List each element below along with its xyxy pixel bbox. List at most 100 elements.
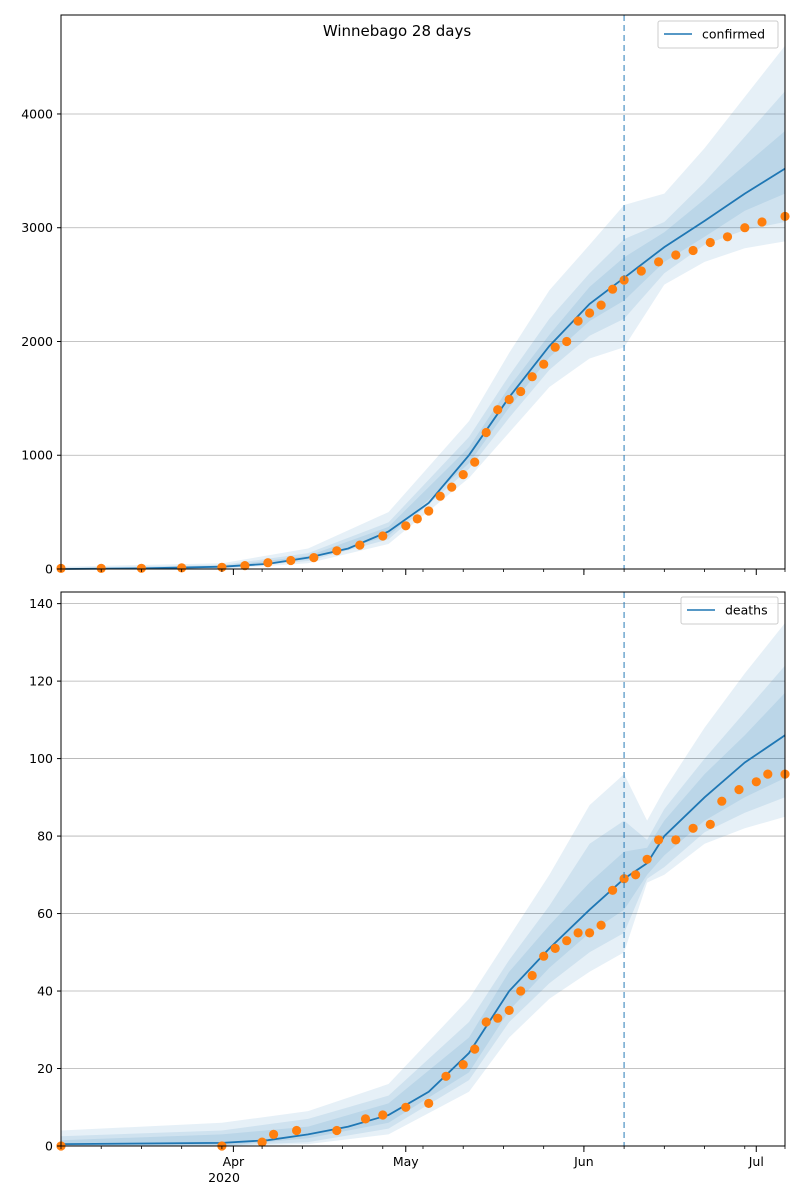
y-tick-label: 120 (29, 674, 53, 689)
observed-point (585, 308, 595, 318)
observed-point (481, 1017, 491, 1027)
observed-point (705, 237, 715, 248)
observed-point (734, 785, 744, 795)
observed-point (458, 470, 468, 480)
observed-point (292, 1125, 302, 1136)
panel-deaths: 0 20 40 60 80 100 120 140 deaths Apr May Jun Jul 2… (29, 591, 790, 1185)
legend-frame (680, 596, 779, 625)
observed-point (688, 245, 698, 256)
legend-frame (657, 20, 779, 49)
y-tick-label: 4000 (21, 106, 53, 121)
observed-point (654, 257, 664, 267)
observed-point (355, 540, 365, 550)
legend: deaths (680, 596, 779, 625)
observed-point (309, 553, 319, 563)
observed-point (177, 563, 187, 573)
observed-point (332, 1125, 342, 1136)
confidence-bands (61, 623, 785, 1146)
observed-point (470, 1044, 480, 1054)
x-year-label: 2020 (208, 1170, 240, 1185)
observed-point (401, 521, 411, 531)
observed-point (441, 1071, 451, 1081)
observed-point (688, 823, 698, 833)
observed-point (573, 316, 583, 326)
observed-point (424, 1098, 434, 1108)
observed-point (332, 546, 342, 556)
observed-point (516, 386, 526, 397)
observed-point (458, 1060, 468, 1070)
observed-point (424, 506, 434, 516)
observed-point (493, 1013, 503, 1023)
y-tick-label: 20 (37, 1061, 53, 1076)
observed-point (527, 372, 537, 382)
observed-point (360, 1114, 371, 1124)
band-outer (61, 623, 785, 1146)
observed-point (493, 405, 503, 415)
observed-point (263, 558, 273, 568)
observed-point (596, 300, 606, 310)
observed-point (269, 1129, 279, 1139)
observed-point (240, 561, 250, 571)
observed-point (631, 870, 641, 880)
observed-point (642, 854, 652, 864)
axes: 0 1000 2000 3000 4000 (21, 14, 786, 577)
observed-point (763, 769, 773, 779)
axes: 0 20 40 60 80 100 120 140 (29, 591, 786, 1154)
observed-point (527, 970, 537, 981)
x-tick-label: Apr (223, 1154, 245, 1169)
observed-point (286, 555, 296, 566)
observed-point (757, 217, 767, 227)
observed-point (740, 223, 750, 233)
observed-point (596, 920, 606, 930)
y-tick-label: 80 (37, 829, 53, 844)
model-line (60, 167, 786, 570)
observed-point (481, 427, 491, 438)
observed-point (378, 531, 388, 541)
observed-point (562, 936, 572, 946)
observed-point (671, 250, 681, 260)
observed-point (751, 777, 761, 787)
observed-point (412, 514, 422, 524)
observed-point (722, 232, 733, 242)
y-tick-label: 140 (29, 596, 53, 611)
panel-confirmed: 0 1000 2000 3000 4000 Winnebago 28 days conf… (21, 14, 790, 577)
confidence-bands (61, 45, 785, 569)
observed-point (619, 874, 629, 884)
observed-point (671, 835, 681, 845)
legend-label-confirmed: confirmed (702, 27, 765, 42)
observed-point (654, 835, 664, 845)
observed-point (573, 928, 583, 938)
y-tick-label: 40 (37, 984, 53, 999)
observed-point (470, 457, 480, 467)
observed-point (608, 885, 618, 895)
y-tick-label: 3000 (21, 220, 53, 235)
observed-point (435, 491, 445, 501)
figure-title: Winnebago 28 days (323, 22, 472, 40)
y-tick-label: 60 (37, 906, 53, 921)
series-line-deaths (60, 734, 786, 1145)
x-tick-label: May (393, 1154, 419, 1169)
observed-point (378, 1110, 388, 1120)
series-line-confirmed (60, 167, 786, 570)
observed-points (56, 769, 790, 1151)
observed-point (636, 266, 646, 276)
band-outer (61, 45, 785, 569)
y-tick-label: 0 (45, 1139, 53, 1154)
observed-point (217, 562, 227, 572)
model-line (60, 734, 786, 1145)
x-tick-label: Jun (573, 1154, 594, 1169)
y-tick-label: 0 (45, 562, 53, 577)
observed-point (539, 951, 549, 961)
y-grid-lines (61, 113, 785, 456)
y-tick-label: 2000 (21, 334, 53, 349)
legend: confirmed (657, 20, 779, 49)
observed-point (717, 796, 727, 806)
y-tick-label: 100 (29, 751, 53, 766)
observed-point (504, 394, 514, 405)
observed-point (516, 986, 526, 996)
observed-point (401, 1102, 411, 1112)
x-tick-label: Jul (748, 1154, 764, 1169)
observed-point (585, 928, 595, 938)
observed-point (705, 819, 715, 830)
